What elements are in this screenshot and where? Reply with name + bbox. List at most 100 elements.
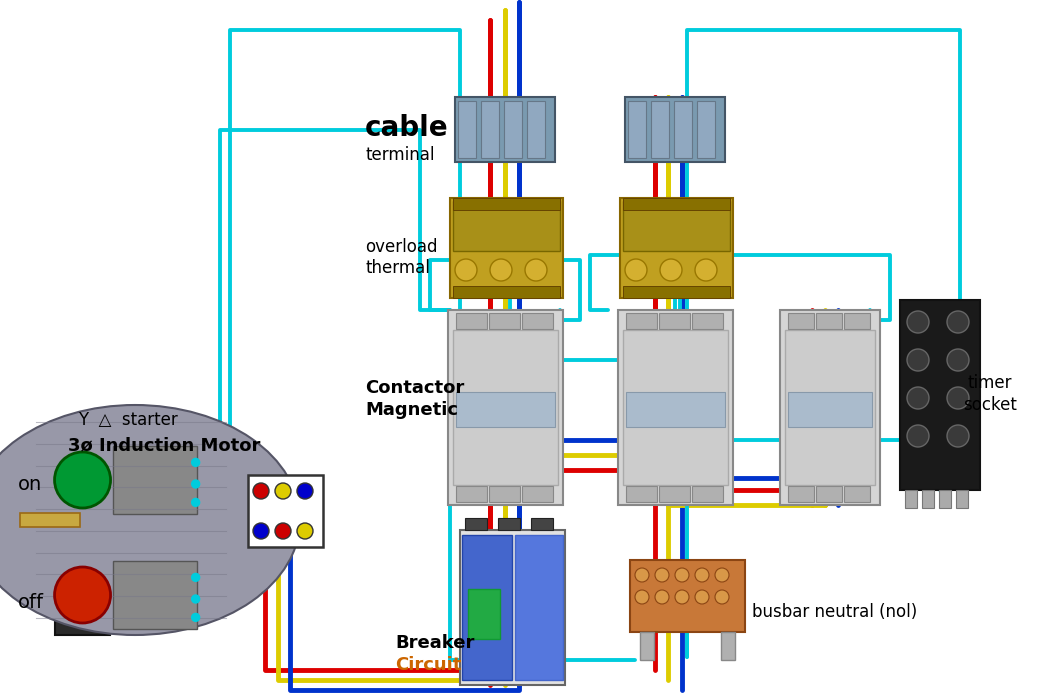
Text: busbar neutral (nol): busbar neutral (nol) [752,603,917,621]
Circle shape [675,568,689,582]
FancyBboxPatch shape [816,486,842,502]
FancyBboxPatch shape [20,513,80,527]
Text: Contactor: Contactor [365,379,464,397]
FancyBboxPatch shape [453,198,560,210]
FancyBboxPatch shape [844,313,870,329]
FancyBboxPatch shape [922,490,934,508]
FancyBboxPatch shape [504,101,522,158]
FancyBboxPatch shape [113,562,197,628]
Text: terminal: terminal [365,146,435,164]
FancyBboxPatch shape [626,313,657,329]
FancyBboxPatch shape [697,101,715,158]
FancyBboxPatch shape [630,560,745,632]
Text: 3ø Induction Motor: 3ø Induction Motor [68,436,261,454]
FancyBboxPatch shape [659,313,690,329]
FancyBboxPatch shape [692,486,723,502]
Circle shape [907,311,929,333]
Circle shape [635,568,649,582]
FancyBboxPatch shape [788,392,872,427]
FancyBboxPatch shape [651,101,669,158]
FancyBboxPatch shape [788,486,814,502]
FancyBboxPatch shape [456,313,487,329]
Circle shape [695,590,709,604]
Circle shape [907,387,929,409]
FancyBboxPatch shape [624,201,730,251]
FancyBboxPatch shape [626,392,725,427]
Circle shape [907,349,929,371]
Circle shape [715,568,729,582]
Circle shape [947,387,968,409]
Circle shape [660,259,682,281]
Circle shape [655,568,669,582]
FancyBboxPatch shape [55,440,110,520]
FancyBboxPatch shape [515,535,563,680]
FancyBboxPatch shape [453,330,558,485]
Circle shape [715,590,729,604]
Text: on: on [18,475,42,493]
Text: Breaker: Breaker [395,634,475,652]
Text: thermal: thermal [365,259,429,277]
Circle shape [298,523,313,539]
Circle shape [55,452,111,508]
Circle shape [298,483,313,499]
FancyBboxPatch shape [626,486,657,502]
Circle shape [192,459,199,466]
FancyBboxPatch shape [624,198,730,210]
FancyBboxPatch shape [905,490,917,508]
FancyBboxPatch shape [692,313,723,329]
Text: Y  △  starter: Y △ starter [78,411,177,429]
Text: overload: overload [365,238,438,256]
Circle shape [947,311,968,333]
FancyBboxPatch shape [939,490,951,508]
Circle shape [192,480,199,488]
FancyBboxPatch shape [900,300,980,490]
FancyBboxPatch shape [625,97,725,162]
Circle shape [695,568,709,582]
Circle shape [947,425,968,447]
Circle shape [275,483,291,499]
FancyBboxPatch shape [780,310,880,505]
Circle shape [253,483,269,499]
Circle shape [490,259,512,281]
FancyBboxPatch shape [113,446,197,514]
FancyBboxPatch shape [785,330,875,485]
Circle shape [525,259,546,281]
FancyBboxPatch shape [456,392,555,427]
FancyBboxPatch shape [659,486,690,502]
Text: off: off [18,593,44,612]
FancyBboxPatch shape [453,286,560,298]
Circle shape [695,259,717,281]
Circle shape [275,523,291,539]
Circle shape [192,498,199,507]
FancyBboxPatch shape [450,198,563,298]
FancyBboxPatch shape [531,518,553,530]
Circle shape [55,567,111,623]
FancyBboxPatch shape [618,310,733,505]
FancyBboxPatch shape [956,490,968,508]
FancyBboxPatch shape [448,310,563,505]
Circle shape [192,595,199,603]
FancyBboxPatch shape [498,518,520,530]
Text: Circuit: Circuit [395,656,461,674]
FancyBboxPatch shape [844,486,870,502]
FancyBboxPatch shape [458,101,476,158]
FancyBboxPatch shape [453,201,560,251]
FancyBboxPatch shape [490,313,520,329]
Circle shape [192,573,199,582]
FancyBboxPatch shape [490,486,520,502]
Circle shape [625,259,647,281]
Circle shape [455,259,477,281]
FancyBboxPatch shape [456,486,487,502]
FancyBboxPatch shape [624,330,728,485]
Text: timer: timer [967,374,1012,392]
Text: cable: cable [365,114,448,142]
Circle shape [253,523,269,539]
FancyBboxPatch shape [462,535,513,680]
FancyBboxPatch shape [620,198,733,298]
FancyBboxPatch shape [522,486,553,502]
FancyBboxPatch shape [624,286,730,298]
Circle shape [675,590,689,604]
Text: socket: socket [963,396,1017,414]
Circle shape [192,614,199,621]
Circle shape [907,425,929,447]
